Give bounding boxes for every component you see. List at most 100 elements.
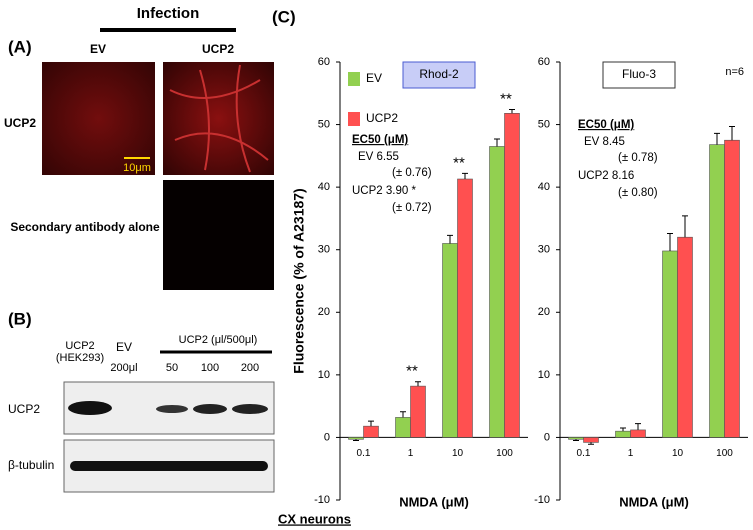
row-label: UCP2 (4, 116, 36, 130)
error-bar (353, 439, 359, 442)
error-bar (573, 439, 579, 442)
y-tick-label: 50 (538, 118, 550, 130)
error-bar (682, 215, 688, 238)
bar (662, 250, 678, 438)
bar (630, 429, 646, 438)
y-tick-label: 30 (318, 244, 330, 256)
lane-label: UCP2 (HEK293) (55, 340, 105, 364)
x-tick-label: 0.1 (577, 448, 591, 459)
footer-label: CX neurons (278, 511, 351, 526)
tag-label: Rhod-2 (419, 67, 459, 81)
y-tick-label: -10 (534, 494, 550, 506)
error-bar (509, 109, 515, 114)
bar (395, 417, 411, 438)
panel-label: (C) (272, 7, 296, 26)
lane-label: EV (116, 340, 132, 354)
bar (363, 425, 379, 438)
x-tick-label: 0.1 (357, 448, 371, 459)
tag-label: Fluo-3 (622, 67, 656, 81)
x-tick-label: 100 (496, 448, 513, 459)
bar (504, 113, 520, 438)
blot-band (68, 401, 112, 415)
x-axis-label: NMDA (μM) (399, 494, 469, 509)
error-bar (588, 442, 594, 445)
error-bar (729, 125, 735, 141)
bar (568, 437, 584, 440)
tag-box (602, 61, 676, 89)
error-bar (447, 234, 453, 244)
tag-box (402, 61, 476, 89)
ec50-text: UCP2 3.90 * (352, 185, 416, 197)
bar (489, 146, 505, 438)
bar (457, 178, 473, 438)
error-bar (400, 411, 406, 418)
y-axis-label: Fluorescence (% of A23187) (291, 188, 307, 373)
error-bar (368, 420, 374, 427)
y-tick-label: 20 (538, 306, 550, 318)
error-bar (462, 172, 468, 180)
bar (442, 243, 458, 438)
error-bar (415, 381, 421, 387)
panel-label: (A) (8, 37, 32, 56)
blot-band (193, 404, 227, 414)
blot-band (70, 461, 268, 471)
legend-swatch (348, 112, 360, 126)
lane-label: 200 (241, 362, 259, 374)
x-tick-label: 1 (628, 448, 634, 459)
y-tick-label: 60 (318, 56, 330, 68)
scale-label: 10μm (123, 162, 151, 174)
legend-label: UCP2 (366, 111, 398, 125)
legend-swatch (348, 72, 360, 86)
ec50-text: EV 6.55 (358, 151, 399, 163)
ec50-text: (± 0.72) (392, 202, 432, 214)
y-tick-label: 0 (544, 431, 550, 443)
ec50-text: EC50 (μM) (578, 119, 634, 131)
error-bar (714, 132, 720, 145)
x-tick-label: 1 (408, 448, 414, 459)
x-axis-label: NMDA (μM) (619, 494, 689, 509)
ec50-text: (± 0.78) (618, 152, 658, 164)
note: n=6 (725, 66, 744, 78)
ec50-text: EV 8.45 (584, 136, 625, 148)
lane-label: 100 (201, 362, 219, 374)
x-tick-label: 10 (452, 448, 464, 459)
bar (410, 385, 426, 438)
row-label: β-tubulin (8, 458, 54, 472)
bar (615, 430, 631, 438)
error-bar (494, 138, 500, 147)
significance-label: ** (406, 363, 418, 380)
error-bar (667, 232, 673, 251)
row-label-box: Secondary antibody alone (10, 220, 159, 234)
micrograph-fibers (169, 64, 269, 173)
lane-label: 200μl (110, 362, 137, 374)
significance-label: ** (500, 91, 512, 108)
y-tick-label: 60 (538, 56, 550, 68)
micrograph (163, 62, 274, 175)
row-label: UCP2 (8, 402, 40, 416)
bar (583, 437, 599, 443)
micrograph (163, 180, 274, 290)
ec50-text: UCP2 8.16 (578, 170, 634, 182)
lane-label: 50 (166, 362, 178, 374)
significance-label: ** (453, 154, 465, 171)
x-tick-label: 10 (672, 448, 684, 459)
ec50-text: EC50 (μM) (352, 134, 408, 146)
group-label: UCP2 (μl/500μl) (179, 334, 258, 346)
y-tick-label: 10 (538, 369, 550, 381)
error-bar (635, 423, 641, 430)
micrograph-texture (42, 62, 155, 175)
column-label: UCP2 (202, 42, 234, 56)
error-bar (620, 427, 626, 432)
y-tick-label: 50 (318, 118, 330, 130)
blot-band (156, 405, 188, 413)
bar (724, 139, 740, 438)
y-tick-label: 10 (318, 369, 330, 381)
legend-label: EV (366, 71, 382, 85)
y-tick-label: 40 (318, 181, 330, 193)
y-tick-label: 20 (318, 306, 330, 318)
charts: -10 0 10 20 30 40 50 60 0.1 1 ** 10 ** 100 ** Rhod-2 EC5… (291, 56, 748, 509)
bar (709, 144, 725, 438)
lane-label-box: UCP2 (HEK293) (55, 340, 105, 364)
